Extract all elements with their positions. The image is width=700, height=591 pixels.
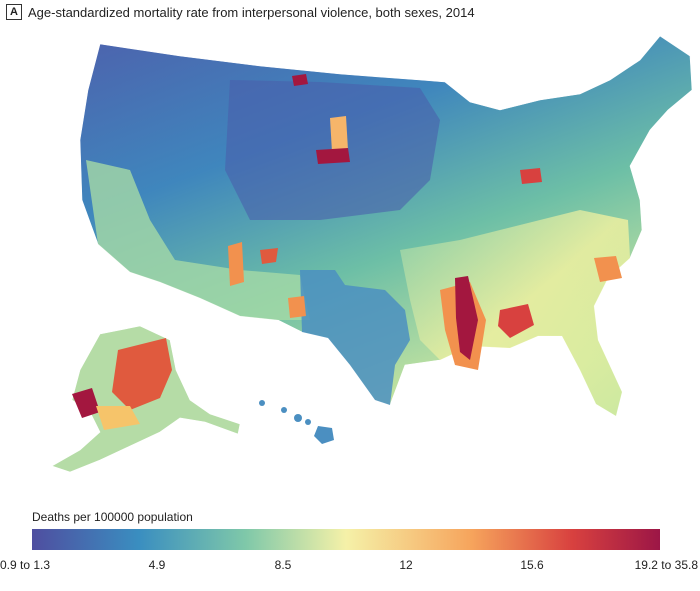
alaska-hotspot bbox=[112, 338, 172, 410]
legend-color-bar bbox=[32, 529, 660, 550]
hawaii-islands bbox=[259, 400, 334, 444]
high-rate-hotspots bbox=[228, 74, 622, 370]
alaska-warm-area bbox=[96, 406, 140, 430]
legend-ticks: 0.9 to 1.3 4.9 8.5 12 15.6 19.2 to 35.8 bbox=[0, 558, 700, 574]
texas-region bbox=[300, 270, 410, 405]
panel-label: A bbox=[6, 4, 22, 20]
legend-tick: 4.9 bbox=[148, 558, 166, 572]
southwest-region bbox=[86, 160, 310, 320]
legend-title: Deaths per 100000 population bbox=[32, 510, 193, 524]
map-title: Age-standardized mortality rate from int… bbox=[28, 4, 475, 20]
legend-tick: 12 bbox=[399, 558, 413, 572]
choropleth-map bbox=[51, 35, 693, 473]
alaska-hotspot-dark bbox=[72, 388, 100, 418]
figure-header: A Age-standardized mortality rate from i… bbox=[6, 4, 475, 20]
legend-tick: 0.9 to 1.3 bbox=[0, 558, 51, 572]
legend-tick: 15.6 bbox=[520, 558, 544, 572]
legend-tick: 8.5 bbox=[274, 558, 292, 572]
legend-tick: 19.2 to 35.8 bbox=[634, 558, 698, 572]
